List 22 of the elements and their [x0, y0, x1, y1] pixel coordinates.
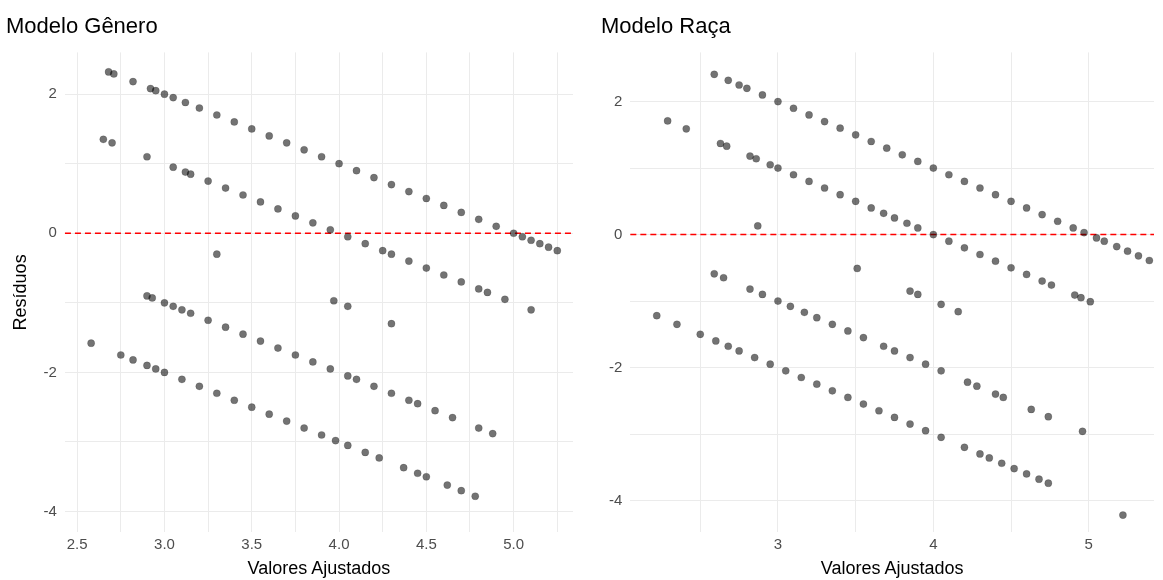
x-tick-label: 2.5: [66, 534, 88, 552]
y-tick-label: -4: [608, 490, 623, 508]
x-axis-title: Valores Ajustados: [820, 558, 964, 579]
chart-title: Modelo Gênero: [6, 13, 158, 39]
x-tick-label: 5.0: [503, 534, 525, 552]
y-tick-label: 2: [613, 91, 623, 109]
y-tick-label: 0: [613, 224, 623, 242]
x-tick-label: 3: [773, 534, 783, 552]
x-axis-title: Valores Ajustados: [247, 558, 391, 579]
y-tick-label: 0: [48, 223, 57, 241]
y-tick-label: -2: [608, 357, 623, 375]
y-tick-label: -4: [43, 501, 57, 519]
chart-title: Modelo Raça: [601, 13, 732, 39]
x-tick-label: 4: [929, 534, 938, 552]
y-tick-label: -2: [43, 362, 57, 380]
x-tick-label: 3.5: [241, 534, 263, 552]
y-axis-title: Resíduos: [9, 254, 30, 331]
x-tick-label: 4.0: [328, 534, 350, 552]
x-tick-label: 4.5: [415, 534, 437, 552]
y-tick-label: 2: [48, 84, 57, 102]
x-tick-label: 5: [1084, 534, 1093, 552]
x-tick-label: 3.0: [154, 534, 175, 552]
